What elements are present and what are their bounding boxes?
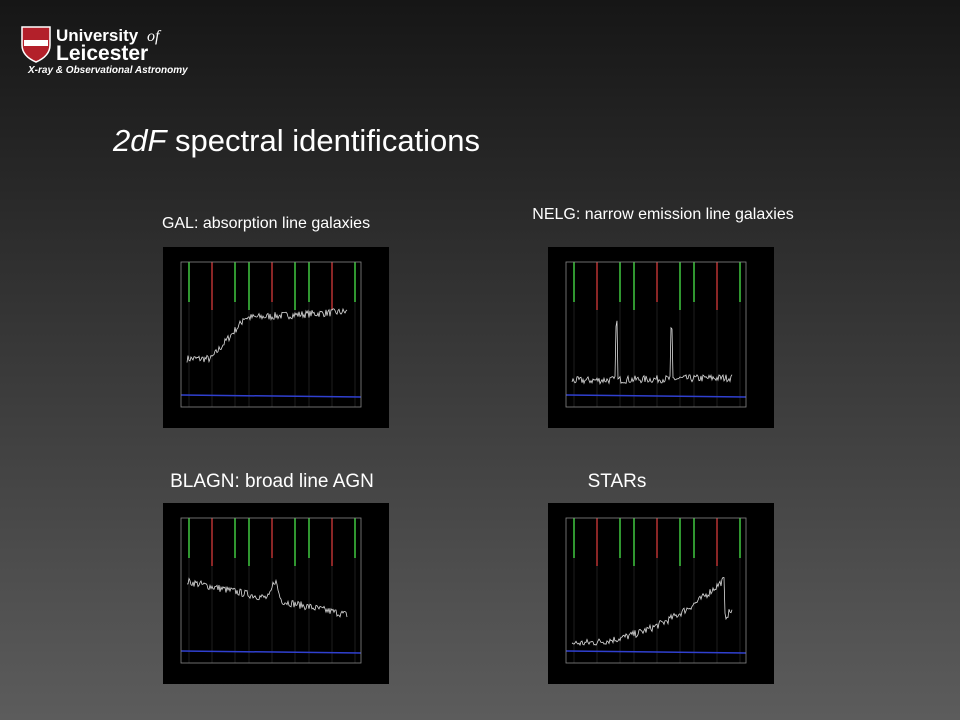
shield-band — [24, 40, 48, 46]
spectrum-trace — [186, 577, 348, 618]
panel-label: BLAGN: broad line AGN — [170, 471, 374, 492]
spectrum-image — [163, 503, 389, 684]
spectrum-trace — [571, 320, 733, 385]
spectrum-image — [548, 503, 774, 684]
sky-line — [565, 650, 747, 654]
spectrum-image — [163, 247, 389, 428]
plot-frame — [565, 517, 747, 664]
logo: University of Leicester X-ray & Observat… — [21, 26, 188, 76]
spectrum-trace — [571, 576, 733, 647]
university: University — [56, 26, 139, 45]
sky-line — [565, 394, 747, 398]
group: X-ray & Observational Astronomy — [27, 65, 188, 76]
panel-label: GAL: absorption line galaxies — [162, 215, 370, 232]
spectrum-trace — [186, 307, 348, 364]
plot-frame — [180, 261, 362, 408]
title-rest: spectral identifications — [175, 123, 480, 158]
sky-line — [180, 394, 362, 398]
plot-frame — [180, 517, 362, 664]
plot-frame — [565, 261, 747, 408]
city: Leicester — [56, 42, 148, 65]
panel-label: NELG: narrow emission line galaxies — [532, 206, 793, 223]
slide-title: 2dF spectral identifications — [112, 123, 480, 158]
panel-label: STARs — [588, 471, 647, 492]
spectrum-image — [548, 247, 774, 428]
title-italic: 2dF — [112, 123, 168, 158]
sky-line — [180, 650, 362, 654]
of: of — [147, 28, 162, 45]
